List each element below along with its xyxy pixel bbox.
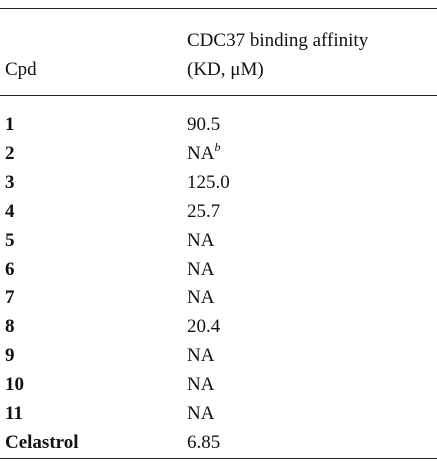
affinity-cell: 20.4: [187, 316, 220, 338]
header-cell: Cpd: [5, 59, 37, 80]
affinity-value: 90.5: [187, 114, 221, 135]
affinity-cell: 25.7: [187, 201, 220, 223]
affinity-value: NA: [187, 258, 215, 280]
affinity-value: NA: [187, 374, 215, 396]
compound-cell: 11: [5, 403, 23, 424]
compound-cell: 9: [5, 345, 15, 367]
compound-cell: 1: [5, 114, 15, 135]
compound-cell: 8: [5, 316, 15, 338]
affinity-cell: NA: [187, 374, 214, 396]
affinity-value: 25.7: [187, 200, 221, 222]
affinity-cell: NAb: [187, 139, 221, 166]
affinity-cell: NA: [187, 287, 214, 309]
affinity-cell: 90.5: [187, 114, 220, 136]
affinity-cell: NA: [187, 230, 214, 252]
affinity-value: NA: [187, 403, 215, 424]
affinity-cell: NA: [187, 345, 214, 367]
affinity-value: 6.85: [187, 431, 221, 453]
compound-cell: 4: [5, 200, 15, 222]
affinity-value: NA: [187, 345, 215, 367]
compound-cell: 2: [5, 142, 15, 164]
compound-cell: 6: [5, 258, 15, 280]
compound-cell: Celastrol: [5, 431, 79, 453]
header-rule: [0, 95, 437, 96]
affinity-value: NA: [187, 229, 215, 251]
affinity-value: NA: [187, 142, 215, 164]
affinity-cell: NA: [187, 403, 214, 425]
compound-cell: 3: [5, 171, 15, 193]
top-rule: [0, 8, 437, 9]
affinity-cell: 6.85: [187, 432, 220, 454]
affinity-value: 20.4: [187, 316, 221, 338]
footnote-mark: b: [214, 139, 221, 154]
compound-cell: 7: [5, 287, 15, 309]
affinity-value: 125.0: [187, 171, 230, 193]
compound-cell: 10: [5, 374, 24, 396]
header-cell: (KD, μM): [187, 59, 264, 80]
header-cell: CDC37 binding affinity: [187, 30, 369, 51]
affinity-cell: NA: [187, 259, 214, 281]
affinity-cell: 125.0: [187, 172, 230, 194]
compound-cell: 5: [5, 229, 15, 251]
affinity-value: NA: [187, 287, 215, 309]
bottom-rule: [0, 458, 437, 459]
